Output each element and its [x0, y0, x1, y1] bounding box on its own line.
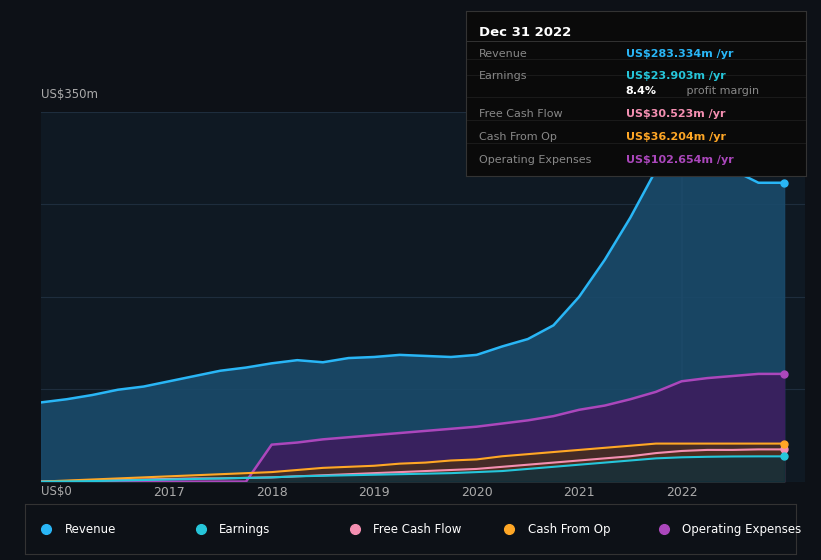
Text: US$0: US$0 — [41, 486, 71, 498]
Text: Free Cash Flow: Free Cash Flow — [374, 522, 462, 536]
Text: Operating Expenses: Operating Expenses — [479, 155, 591, 165]
Text: profit margin: profit margin — [683, 86, 759, 96]
Text: Dec 31 2022: Dec 31 2022 — [479, 26, 571, 39]
Text: Cash From Op: Cash From Op — [479, 132, 557, 142]
Text: US$36.204m /yr: US$36.204m /yr — [626, 132, 726, 142]
Text: US$350m: US$350m — [41, 88, 98, 101]
Text: Operating Expenses: Operating Expenses — [682, 522, 801, 536]
Text: Earnings: Earnings — [219, 522, 270, 536]
Text: 8.4%: 8.4% — [626, 86, 657, 96]
Text: US$102.654m /yr: US$102.654m /yr — [626, 155, 733, 165]
Text: Earnings: Earnings — [479, 71, 528, 81]
Text: Revenue: Revenue — [65, 522, 116, 536]
Text: Revenue: Revenue — [479, 49, 528, 59]
Text: US$30.523m /yr: US$30.523m /yr — [626, 109, 725, 119]
Text: US$283.334m /yr: US$283.334m /yr — [626, 49, 733, 59]
Text: Cash From Op: Cash From Op — [528, 522, 610, 536]
Text: Free Cash Flow: Free Cash Flow — [479, 109, 562, 119]
Text: US$23.903m /yr: US$23.903m /yr — [626, 71, 726, 81]
